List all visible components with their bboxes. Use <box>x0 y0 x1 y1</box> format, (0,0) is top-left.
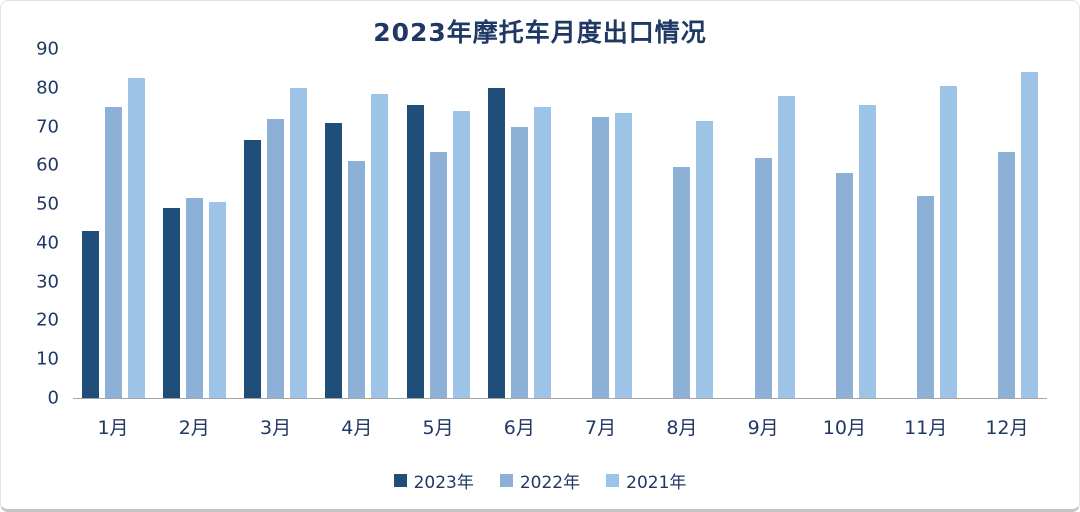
month-group <box>812 49 876 398</box>
bar-2022年-7月 <box>592 116 610 398</box>
plot-area: 0 10 20 30 40 50 60 70 80 90 <box>36 39 1047 409</box>
x-axis-label: 3月 <box>259 417 292 439</box>
legend-swatch-icon <box>499 474 513 487</box>
x-axis-label: 1月 <box>97 417 129 439</box>
bar-2021年-7月 <box>615 112 633 398</box>
bar-2022年-1月 <box>104 107 122 398</box>
y-axis-tick-label: 70 <box>36 116 59 138</box>
legend-label: 2022年 <box>519 473 581 493</box>
bar-2021年-1月 <box>127 78 145 398</box>
bar-2022年-11月 <box>917 196 935 398</box>
x-axis-label: 7月 <box>585 417 617 439</box>
bar-2021年-8月 <box>696 120 714 398</box>
bar-2021年-3月 <box>290 87 308 398</box>
bar-2021年-4月 <box>371 93 389 398</box>
bar-2022年-12月 <box>998 151 1016 398</box>
bar-2022年-10月 <box>835 173 853 398</box>
y-axis-tick-label: 80 <box>36 77 59 99</box>
y-axis-tick-label: 60 <box>36 154 59 176</box>
x-axis-label: 2月 <box>178 417 210 439</box>
legend-item: 2022年 <box>499 468 581 493</box>
bar-2022年-2月 <box>185 198 203 398</box>
bar-2023年-1月 <box>81 231 99 398</box>
month-group <box>244 49 308 398</box>
y-axis-tick-label: 0 <box>47 387 59 409</box>
y-axis-tick-label: 50 <box>36 193 59 215</box>
y-axis-tick-label: 40 <box>36 232 59 254</box>
bar-2022年-8月 <box>673 167 691 398</box>
month-group <box>569 49 633 398</box>
bar-2021年-6月 <box>533 107 551 398</box>
bar-2021年-11月 <box>940 85 958 398</box>
legend-label: 2023年 <box>413 473 474 493</box>
bar-2022年-3月 <box>267 118 285 398</box>
bar-2021年-5月 <box>452 111 470 398</box>
x-axis-labels: 1月 2月 3月 4月 5月 6月 7月 8月 9月 10月 11月 12月 <box>73 413 1047 440</box>
bar-2023年-4月 <box>325 122 343 398</box>
bar-2021年-9月 <box>777 95 795 398</box>
month-group <box>162 49 226 398</box>
bar-groups <box>73 49 1047 398</box>
month-group <box>487 49 551 398</box>
month-group <box>731 49 795 398</box>
x-axis-label: 5月 <box>422 417 454 439</box>
y-axis-tick-label: 30 <box>36 271 59 293</box>
y-axis-tick-label: 20 <box>36 309 59 331</box>
bar-2022年-9月 <box>754 157 772 398</box>
bar-2021年-2月 <box>208 202 226 398</box>
bar-2023年-6月 <box>487 87 505 398</box>
chart-title: 2023年摩托车月度出口情况 <box>373 18 707 47</box>
x-axis-label: 12月 <box>985 417 1029 439</box>
legend-swatch-icon <box>606 474 620 487</box>
legend-label: 2021年 <box>626 473 687 493</box>
month-group <box>650 49 714 398</box>
y-axis-tick-label: 10 <box>36 348 59 370</box>
legend: 2023年 2022年 2021年 <box>1 468 1079 493</box>
x-axis-label: 6月 <box>503 417 535 439</box>
month-group <box>325 49 389 398</box>
bar-2023年-2月 <box>162 208 180 398</box>
bar-2022年-4月 <box>348 161 366 398</box>
month-group <box>975 49 1039 398</box>
bar-2022年-5月 <box>429 151 447 398</box>
bar-2023年-5月 <box>406 105 424 398</box>
y-axis-tick-label: 90 <box>36 38 59 60</box>
x-axis-label: 9月 <box>747 417 779 439</box>
bar-2021年-10月 <box>858 105 876 398</box>
bar-2022年-6月 <box>510 126 528 398</box>
x-axis-label: 4月 <box>341 417 373 439</box>
bar-2023年-3月 <box>244 140 262 398</box>
legend-item: 2023年 <box>393 468 474 493</box>
x-axis-label: 11月 <box>904 417 948 439</box>
month-group <box>81 49 145 398</box>
legend-swatch-icon <box>393 474 407 487</box>
month-group <box>894 49 958 398</box>
month-group <box>406 49 470 398</box>
x-axis-label: 8月 <box>666 417 698 439</box>
x-axis-label: 10月 <box>822 417 866 439</box>
legend-item: 2021年 <box>606 468 686 493</box>
bar-2021年-12月 <box>1021 72 1039 398</box>
